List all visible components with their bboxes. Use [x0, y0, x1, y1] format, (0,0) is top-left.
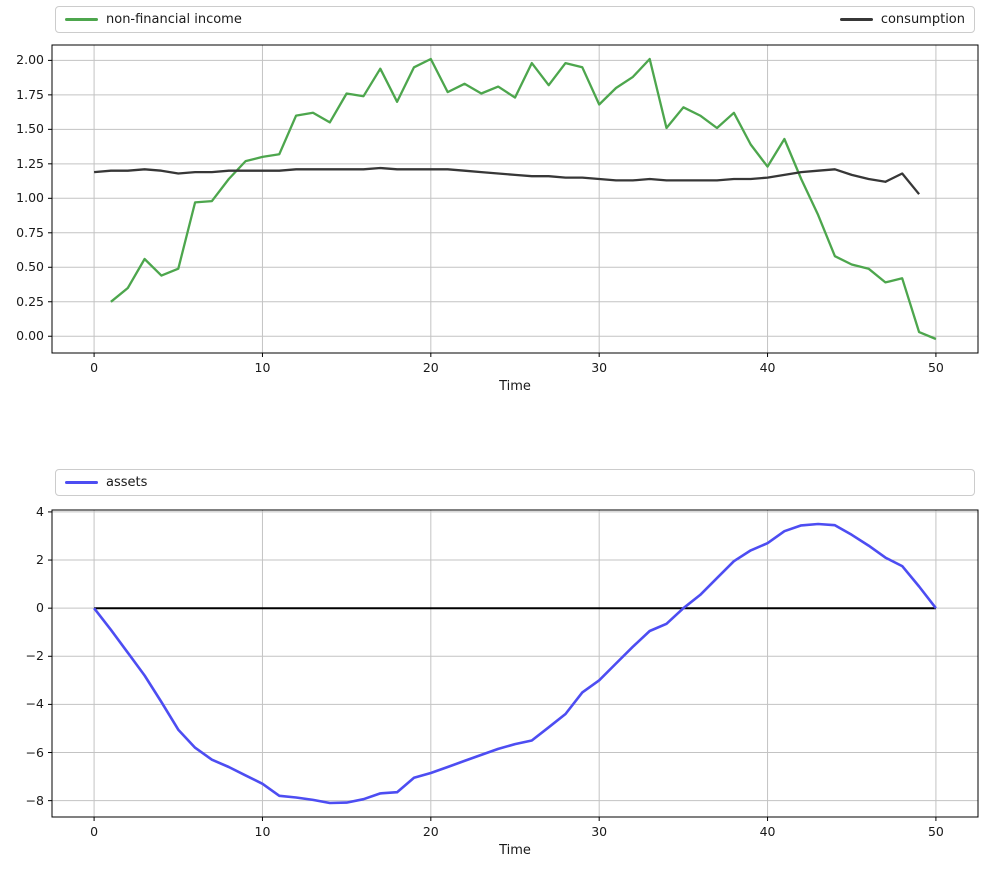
y-tick-label: 0.75: [16, 224, 44, 240]
y-tick-label: 0.00: [16, 328, 44, 344]
x-tick-label: 0: [90, 824, 99, 839]
x-axis-label: Time: [499, 843, 531, 858]
legend-label: non-financial income: [106, 12, 242, 27]
series-assets: [93, 522, 937, 805]
y-tick-label: 1.25: [16, 155, 44, 171]
x-tick-label: 0: [90, 360, 99, 375]
y-tick-label: −6: [25, 744, 44, 760]
x-tick-label: 20: [422, 824, 439, 839]
y-tick-label: −2: [25, 648, 44, 664]
x-tick-label: 40: [759, 360, 776, 375]
y-tick-label: 2: [36, 552, 44, 568]
y-tick-label: 1.00: [16, 190, 44, 206]
axes-frame: [51, 509, 979, 818]
legend-box: non-financial income consumption: [55, 6, 975, 33]
y-tick-label: 1.75: [16, 86, 44, 102]
y-tick-label: 0.25: [16, 293, 44, 309]
legend-label: consumption: [880, 12, 965, 27]
legend-line-sample-icon: [65, 481, 98, 484]
x-tick-label: 10: [254, 360, 271, 375]
legend-line-sample-icon: [65, 18, 98, 21]
y-tick-label: 4: [36, 503, 44, 519]
legend-box: assets: [55, 469, 975, 496]
legend-item: non-financial income: [65, 12, 242, 27]
y-tick-label: 1.50: [16, 121, 44, 137]
legend-line-sample-icon: [839, 18, 873, 21]
legend-label: assets: [106, 475, 148, 490]
y-tick-label: −4: [25, 696, 44, 712]
x-tick-label: 30: [591, 360, 608, 375]
y-tick-label: −8: [25, 792, 44, 808]
series-consumption: [94, 166, 920, 195]
legend-item: assets: [65, 475, 147, 490]
x-tick-label: 50: [927, 824, 944, 839]
x-tick-label: 50: [927, 360, 944, 375]
x-tick-label: 10: [254, 824, 271, 839]
x-tick-label: 40: [759, 824, 776, 839]
x-tick-label: 20: [422, 360, 439, 375]
axes-frame: [51, 44, 979, 354]
x-tick-label: 30: [591, 824, 608, 839]
y-tick-label: 2.00: [16, 52, 44, 68]
y-tick-label: 0: [36, 600, 44, 616]
y-tick-label: 0.50: [16, 259, 44, 275]
x-axis-label: Time: [499, 379, 531, 394]
plot-area: [48, 44, 979, 357]
plot-area: [48, 509, 979, 821]
legend-item: consumption: [839, 12, 965, 27]
